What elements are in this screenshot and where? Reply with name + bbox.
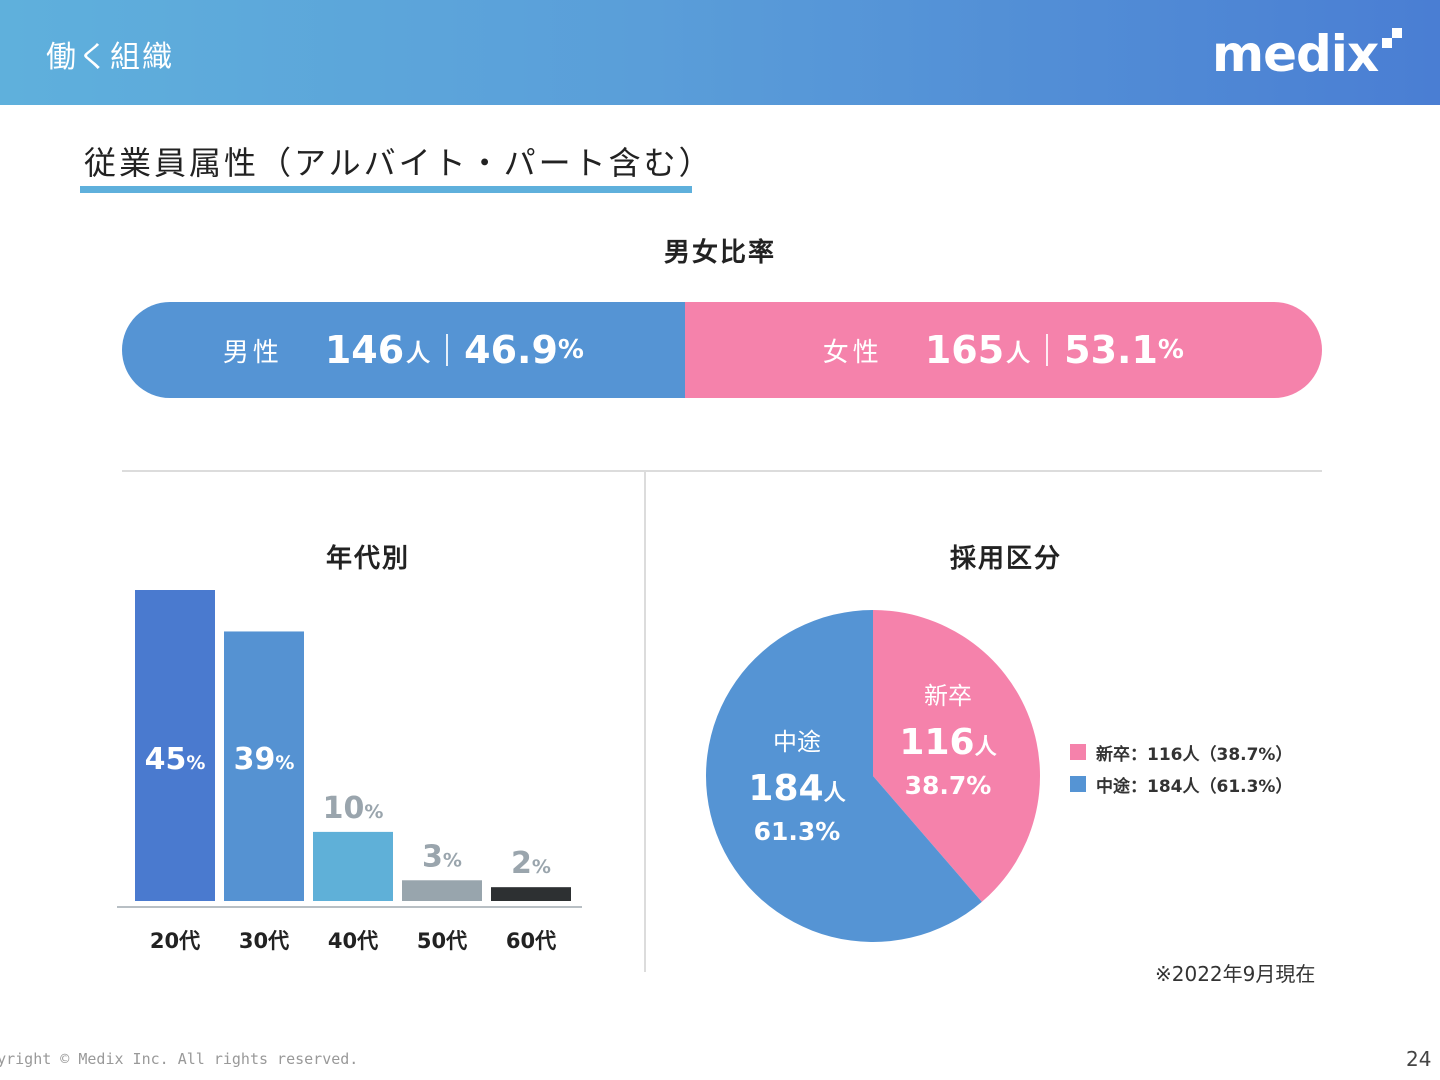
- pie-slice-name: 中途: [773, 728, 821, 756]
- gender-percent-sign: %: [1157, 335, 1184, 365]
- bar-40代: [313, 831, 393, 901]
- gender-count-unit: 人: [1006, 338, 1031, 367]
- legend-item-shinsotsu: 新卒：116人（38.7%）: [1070, 736, 1292, 768]
- as-of-note: ※2022年9月現在: [1155, 962, 1316, 986]
- gender-percent: 46.9: [464, 328, 558, 372]
- pie-legend: 新卒：116人（38.7%） 中途：184人（61.3%）: [1070, 736, 1292, 800]
- bar-category-label: 50代: [417, 929, 467, 953]
- hiring-pie-chart: 新卒 116人 38.7% 中途 184人 61.3%: [706, 610, 1040, 942]
- copyright: Copyright © Medix Inc. All rights reserv…: [0, 1050, 359, 1068]
- pie-slice-name: 新卒: [924, 682, 972, 710]
- pie-slice-新卒: [873, 610, 1040, 902]
- gender-ratio-bar: 男性 146 人 46.9 % 女性 165 人 53.1 %: [122, 302, 1322, 398]
- legend-label: 中途：184人（61.3%）: [1096, 776, 1293, 797]
- gender-separator: [1046, 334, 1049, 366]
- horizontal-divider: [122, 470, 1322, 472]
- pie-slice-percent: 38.7%: [905, 771, 992, 800]
- vertical-divider: [644, 472, 646, 972]
- medix-logo: medix: [1212, 25, 1379, 83]
- gender-label: 女性: [822, 337, 883, 368]
- bar-20代: [135, 590, 215, 901]
- gender-label: 男性: [222, 337, 283, 368]
- legend-swatch: [1070, 776, 1086, 792]
- bar-category-label: 60代: [506, 929, 556, 953]
- bar-category-label: 40代: [328, 929, 378, 953]
- legend-item-chuto: 中途：184人（61.3%）: [1070, 768, 1292, 800]
- header-title: 働く組織: [46, 40, 174, 75]
- page-number: 24: [1406, 1047, 1432, 1071]
- gender-ratio-title: 男女比率: [663, 238, 777, 268]
- age-bar-chart: 45% 20代 39% 30代 10% 40代 3% 50代 2% 60代: [117, 590, 582, 953]
- gender-count: 146: [324, 328, 405, 372]
- gender-segment-male: 男性 146 人 46.9 %: [122, 302, 685, 398]
- bar-value-label: 2%: [511, 846, 551, 881]
- bar-value-label: 39%: [234, 742, 295, 777]
- pie-slice-count: 184人: [748, 768, 845, 809]
- bar-30代: [224, 631, 304, 901]
- pie-slice-中途: [706, 610, 982, 942]
- gender-count: 165: [924, 328, 1005, 372]
- bar-category-label: 20代: [150, 929, 200, 953]
- pie-slice-count: 116人: [899, 722, 996, 763]
- gender-segment-female: 女性 165 人 53.1 %: [684, 302, 1322, 398]
- bar-value-label: 3%: [422, 839, 462, 874]
- logo-pixel-mark-icon: [1380, 28, 1404, 52]
- gender-count-unit: 人: [406, 338, 431, 367]
- gender-percent-sign: %: [557, 335, 584, 365]
- age-chart-title: 年代別: [325, 544, 411, 574]
- gender-separator: [446, 334, 449, 366]
- header-banner: 働く組織 medix: [0, 0, 1440, 105]
- bar-value-label: 10%: [323, 791, 384, 826]
- legend-swatch: [1070, 744, 1086, 760]
- gender-percent: 53.1: [1064, 328, 1158, 372]
- bar-category-label: 30代: [239, 929, 289, 953]
- section-title-underline: [80, 186, 692, 193]
- bar-60代: [491, 887, 571, 901]
- legend-label: 新卒：116人（38.7%）: [1096, 744, 1293, 765]
- hiring-chart-title: 採用区分: [949, 544, 1063, 574]
- bar-50代: [402, 880, 482, 901]
- bar-value-label: 45%: [145, 742, 206, 777]
- section-title: 従業員属性（アルバイト・パート含む）: [84, 144, 714, 182]
- pie-slice-percent: 61.3%: [754, 817, 841, 846]
